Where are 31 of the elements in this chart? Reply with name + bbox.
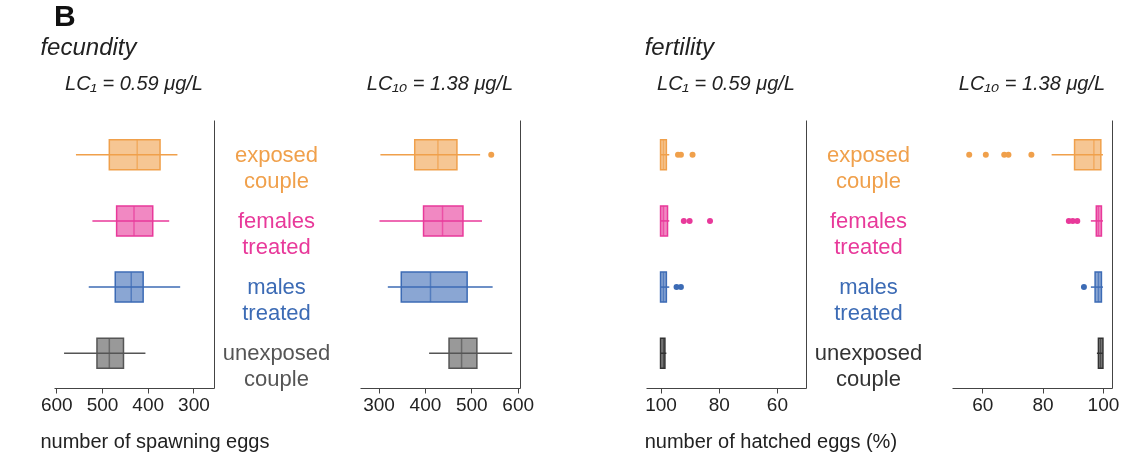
chart-subtitle: LC₁₀ = 1.38 μg/L: [958, 72, 1106, 94]
chart-subtitle: LC₁ = 0.59 μg/L: [65, 72, 203, 94]
x-tick-label: 300: [178, 393, 210, 415]
x-tick-label: 60: [766, 393, 788, 415]
chart-title: fertility: [644, 33, 717, 60]
chart-title: fecundity: [40, 33, 139, 60]
x-axis-title: number of spawning eggs: [40, 430, 270, 452]
x-axis-title: number of hatched eggs (%): [644, 430, 898, 452]
text: B: [54, 0, 76, 32]
y-tick-label: females treated: [829, 207, 908, 259]
x-tick-label: 100: [1087, 393, 1120, 415]
x-tick-label: 500: [86, 393, 119, 415]
y-tick-label: exposed couple: [234, 141, 319, 193]
x-tick-label: 400: [409, 393, 442, 415]
y-tick-label: unexposed couple: [814, 340, 923, 392]
y-tick-label: exposed couple: [826, 141, 911, 193]
x-tick-label: 80: [708, 393, 730, 415]
y-tick-label: unexposed couple: [222, 340, 331, 392]
x-tick-label: 300: [363, 393, 395, 415]
x-tick-label: 100: [645, 393, 677, 415]
x-tick-label: 600: [502, 393, 535, 415]
x-tick-label: 400: [132, 393, 165, 415]
x-tick-label: 60: [972, 393, 994, 415]
y-tick-label: females treated: [237, 207, 316, 259]
y-tick-label: males treated: [242, 274, 311, 326]
chart-subtitle: LC₁₀ = 1.38 μg/L: [366, 72, 514, 94]
x-tick-label: 600: [40, 393, 73, 415]
chart-subtitle: LC₁ = 0.59 μg/L: [657, 72, 795, 94]
x-tick-label: 500: [455, 393, 488, 415]
x-tick-label: 80: [1032, 393, 1054, 415]
y-tick-label: males treated: [834, 274, 903, 326]
